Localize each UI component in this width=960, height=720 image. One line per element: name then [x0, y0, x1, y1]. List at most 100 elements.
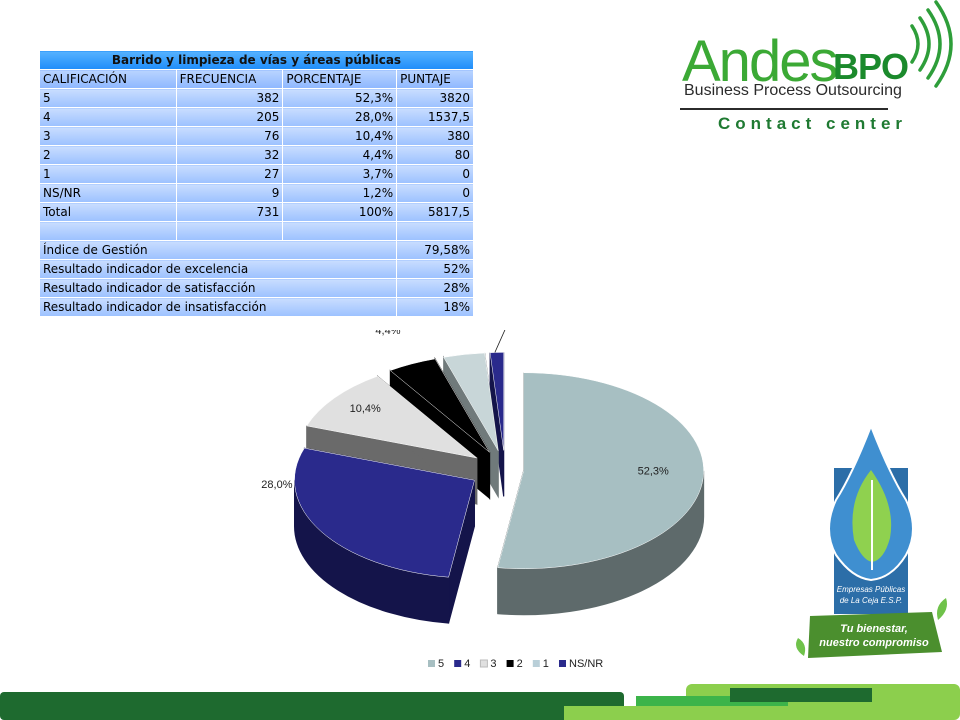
logo-tagline: Business Process Outsourcing — [684, 82, 902, 99]
column-header: PORCENTAJE — [282, 69, 398, 89]
table-cell: 0 — [396, 164, 474, 184]
table-cell: 2 — [39, 145, 177, 165]
andes-bpo-logo: Andes BPO Business Process Outsourcing C… — [680, 0, 960, 140]
table-cell: 100% — [282, 202, 398, 222]
logo-name: Andes — [682, 29, 838, 94]
table-cell-empty — [39, 221, 177, 241]
data-label-5: 52,3% — [638, 466, 669, 478]
footer-bar-light-lower — [564, 706, 804, 720]
indicator-row: Resultado indicador de insatisfacción 18% — [38, 297, 474, 317]
legend-swatch — [454, 660, 462, 667]
table-cell: 0 — [396, 183, 474, 203]
legend-entry: 1 — [543, 658, 549, 670]
pie-slice-nsnr — [489, 352, 504, 451]
pie-slice-1 — [443, 352, 499, 451]
legend-swatch — [479, 659, 488, 668]
table-cell: 5817,5 — [396, 202, 474, 222]
table-cell: 731 — [175, 202, 284, 222]
table-cell: 10,4% — [282, 126, 398, 146]
slogan-ribbon — [808, 612, 942, 658]
table-row: NS/NR 9 1,2% 0 — [39, 183, 474, 203]
indicator-label: Resultado indicador de excelencia — [38, 259, 398, 279]
indicator-value: 52% — [396, 259, 474, 279]
logo-suffix: BPO — [833, 46, 909, 87]
pie-slice-5 — [497, 372, 704, 569]
table-row: Total 731 100% 5817,5 — [39, 202, 474, 222]
table-cell: 205 — [175, 107, 284, 127]
pie-slice-3 — [306, 375, 477, 459]
table-cell: 9 — [175, 183, 284, 203]
legend-swatch — [559, 660, 566, 667]
chart-legend: 5 4 3 2 1 NS/NR — [428, 658, 603, 670]
results-table: Barrido y limpieza de vías y áreas públi… — [38, 50, 474, 317]
indicator-label: Resultado indicador de satisfacción — [38, 278, 398, 298]
table-title-row: Barrido y limpieza de vías y áreas públi… — [39, 50, 474, 70]
footer-bar-mid — [636, 696, 788, 706]
table-cell: 1 — [39, 164, 177, 184]
indicator-row: Resultado indicador de satisfacción 28% — [38, 278, 474, 298]
legend-entry: 2 — [517, 658, 523, 670]
footer-bars — [0, 684, 960, 720]
table-cell-empty — [282, 221, 398, 241]
epm-la-ceja-emblem: Empresas Públicas de La Ceja E.S.P. Tu b… — [796, 423, 947, 658]
table-row: 2 32 4,4% 80 — [39, 145, 474, 165]
legend-entry: 5 — [438, 658, 444, 670]
column-header: PUNTAJE — [396, 69, 474, 89]
indicator-value: 79,58% — [396, 240, 474, 260]
table-cell-empty — [175, 221, 284, 241]
legend-entry: NS/NR — [569, 658, 603, 670]
indicator-value: 28% — [396, 278, 474, 298]
indicator-value: 18% — [396, 297, 474, 317]
table-cell-empty — [396, 221, 474, 241]
table-cell: 3820 — [396, 88, 474, 108]
table-row: 5 382 52,3% 3820 — [39, 88, 474, 108]
indicator-label: Índice de Gestión — [38, 240, 398, 260]
table-cell: 3,7% — [282, 164, 398, 184]
signal-waves-icon — [910, 0, 953, 88]
indicator-row: Índice de Gestión 79,58% — [38, 240, 474, 260]
table-cell: 1,2% — [282, 183, 398, 203]
table-row: 3 76 10,4% 380 — [39, 126, 474, 146]
table-row: 4 205 28,0% 1537,5 — [39, 107, 474, 127]
footer-bar-accent — [730, 688, 872, 702]
legend-entry: 3 — [490, 658, 496, 670]
table-cell: 1537,5 — [396, 107, 474, 127]
table-cell: 32 — [175, 145, 284, 165]
logo-subtitle: Contact center — [718, 114, 908, 133]
pie-slice-2 — [389, 358, 490, 453]
legend-swatch — [532, 660, 540, 667]
table-cell: Total — [39, 202, 177, 222]
footer-bar-dark — [0, 692, 624, 720]
table-cell: 80 — [396, 145, 474, 165]
table-cell: 3 — [39, 126, 177, 146]
ribbon-leaf-icon — [937, 598, 947, 620]
logo-divider — [680, 108, 888, 110]
table-title: Barrido y limpieza de vías y áreas públi… — [39, 50, 474, 70]
legend-swatch — [506, 660, 514, 667]
emblem-slogan-line1: Tu bienestar, — [840, 623, 908, 635]
pie-slice-4 — [294, 447, 475, 578]
table-cell: 5 — [39, 88, 177, 108]
column-header: FRECUENCIA — [175, 69, 284, 89]
data-label-3: 10,4% — [350, 403, 381, 415]
emblem-slogan-line2: nuestro compromiso — [819, 637, 929, 649]
table-cell: 76 — [175, 126, 284, 146]
table-cell: 380 — [396, 126, 474, 146]
leader-line — [494, 330, 506, 353]
table-cell: 4,4% — [282, 145, 398, 165]
table-row: 1 27 3,7% 0 — [39, 164, 474, 184]
legend-entry: 4 — [464, 658, 470, 670]
ribbon-leaf-small-icon — [796, 638, 806, 656]
legend-swatch — [428, 660, 435, 667]
indicator-label: Resultado indicador de insatisfacción — [38, 297, 398, 317]
table-cell: 28,0% — [282, 107, 398, 127]
indicator-row: Resultado indicador de excelencia 52% — [38, 259, 474, 279]
table-cell: 52,3% — [282, 88, 398, 108]
table-cell: 382 — [175, 88, 284, 108]
table-cell: 4 — [39, 107, 177, 127]
table-blank-row — [39, 221, 474, 241]
table-cell: 27 — [175, 164, 284, 184]
column-header: CALIFICACIÓN — [39, 69, 177, 89]
data-label-2: 4,4% — [375, 330, 400, 337]
